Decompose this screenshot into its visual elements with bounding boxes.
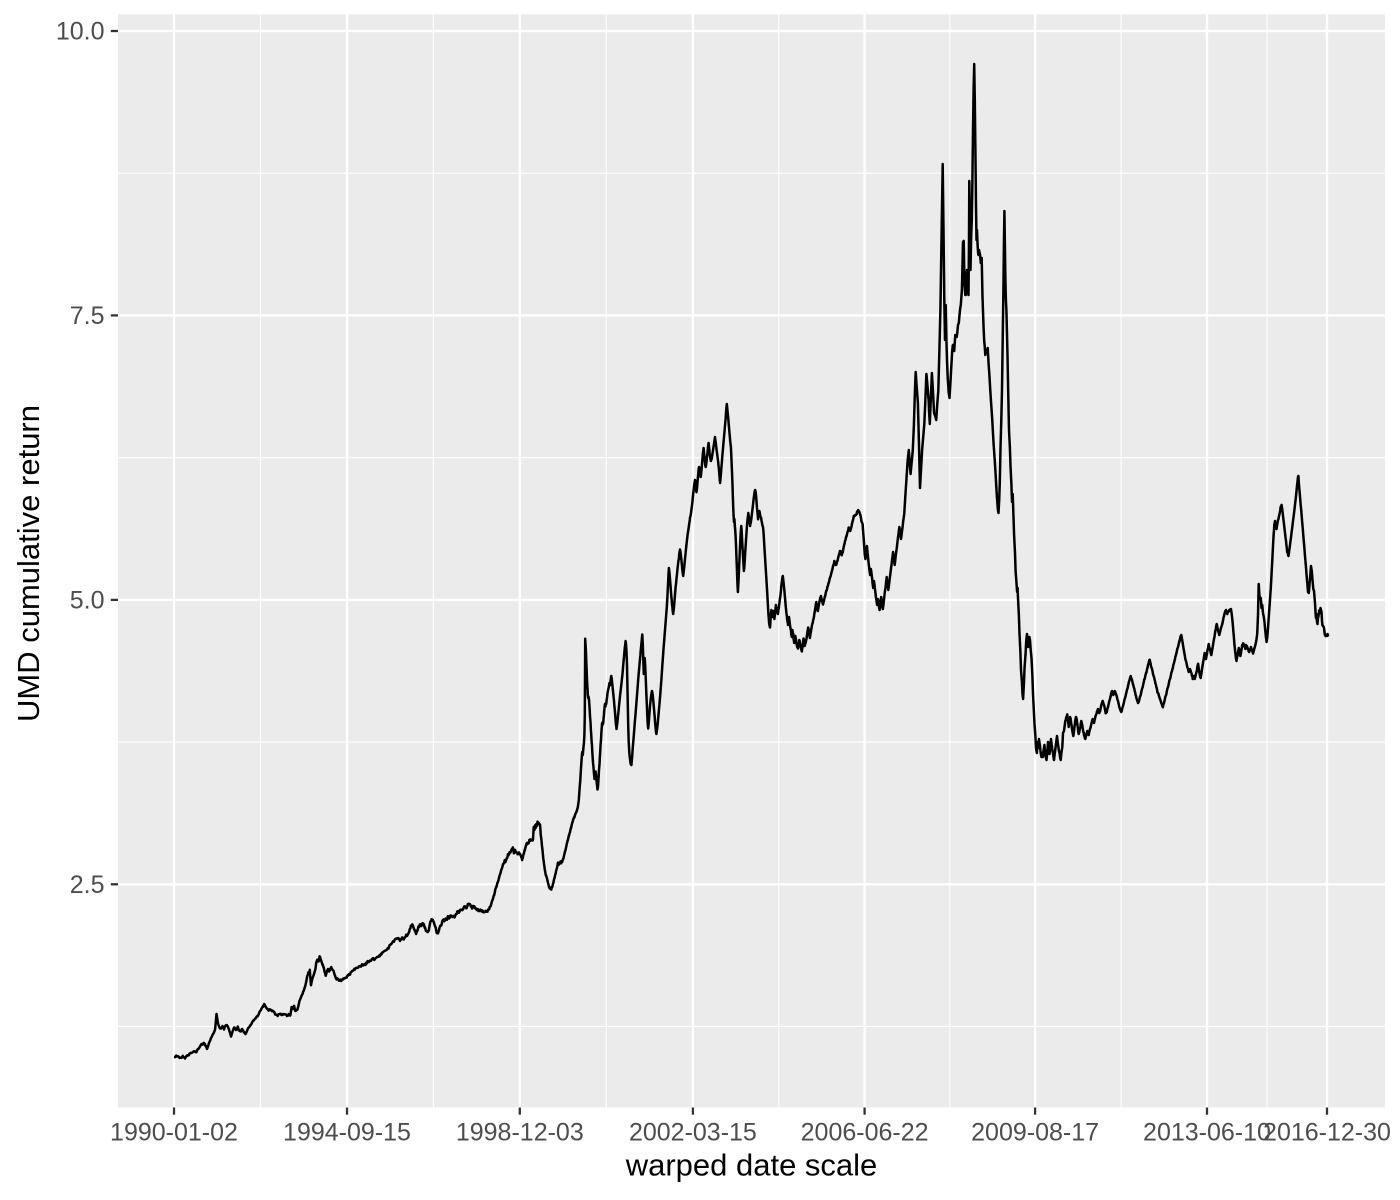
svg-text:5.0: 5.0: [70, 587, 105, 615]
svg-text:7.5: 7.5: [70, 302, 105, 330]
svg-text:2002-03-15: 2002-03-15: [629, 1119, 757, 1147]
svg-text:2.5: 2.5: [70, 871, 105, 899]
svg-text:1994-09-15: 1994-09-15: [283, 1119, 411, 1147]
svg-text:1990-01-02: 1990-01-02: [110, 1119, 238, 1147]
svg-text:1998-12-03: 1998-12-03: [456, 1119, 584, 1147]
svg-text:2006-06-22: 2006-06-22: [801, 1119, 929, 1147]
svg-text:2013-06-10: 2013-06-10: [1143, 1119, 1271, 1147]
svg-text:2016-12-30: 2016-12-30: [1263, 1119, 1391, 1147]
svg-text:UMD cumulative return: UMD cumulative return: [11, 405, 46, 722]
svg-text:2009-08-17: 2009-08-17: [971, 1119, 1099, 1147]
svg-text:warped date scale: warped date scale: [625, 1148, 878, 1183]
svg-text:10.0: 10.0: [56, 18, 105, 46]
